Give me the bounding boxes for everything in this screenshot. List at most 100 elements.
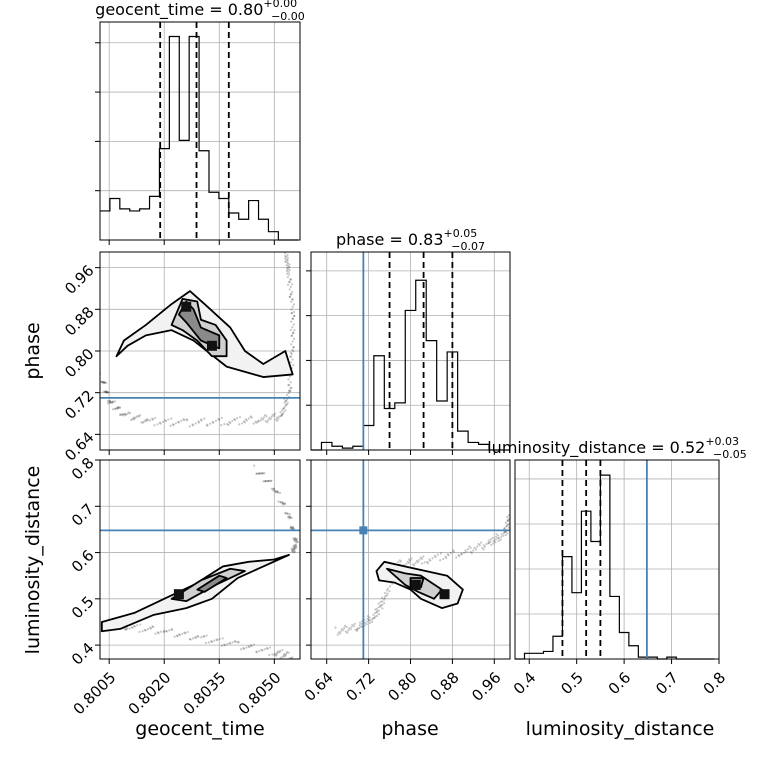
panel-geocent_time-vs-luminosity_distance-sample-point (292, 537, 295, 540)
panel-geocent_time-vs-phase-sample-point (285, 258, 288, 261)
panel-geocent_time-vs-luminosity_distance-sample-point (274, 654, 278, 657)
panel-geocent_time-vs-phase-sample-point (261, 418, 265, 421)
panel-geocent_time-vs-luminosity_distance-sample-point (236, 640, 239, 643)
panel-phase-vs-luminosity_distance-sample-point (420, 562, 424, 565)
panel-phase-vs-luminosity_distance-sample-point (491, 536, 495, 540)
panel-phase-vs-luminosity_distance-sample-point (503, 531, 506, 534)
panel-phase-vs-luminosity_distance-sample-point (505, 525, 508, 528)
panel-geocent_time-vs-phase-sample-point (132, 418, 135, 421)
panel-geocent_time-vs-luminosity_distance-sample-point (154, 632, 157, 635)
panel-geocent_time-vs-phase-sample-point (265, 415, 268, 418)
panel-phase-vs-luminosity_distance-sample-point (449, 551, 452, 555)
panel-geocent_time-vs-luminosity_distance-sample-point (282, 503, 285, 506)
panel-phase-vs-luminosity_distance-sample-point (500, 535, 503, 539)
xlabel-geocent_time: geocent_time (135, 718, 264, 740)
panel-phase-vs-luminosity_distance-sample-point (343, 626, 346, 630)
panel-phase-vs-luminosity_distance-sample-point (388, 590, 391, 593)
panel-geocent_time-vs-phase-sample-point (262, 416, 266, 419)
panel-geocent_time-vs-phase-sample-point (289, 285, 292, 288)
panel-geocent_time-vs-phase-sample-point (287, 391, 290, 395)
panel-geocent_time-vs-phase-sample-point (106, 390, 109, 393)
panel-geocent_time-vs-phase-sample-point (145, 418, 148, 421)
panel-phase-vs-luminosity_distance-sample-point (502, 531, 505, 535)
panel-phase-vs-luminosity_distance-sample-point (423, 561, 426, 564)
panel-geocent_time-vs-luminosity_distance-sample-point (293, 550, 296, 553)
panel-geocent_time-vs-phase-sample-point (100, 380, 103, 384)
panel-geocent_time-vs-luminosity_distance-sample-point (205, 634, 208, 637)
panel-geocent_time-vs-luminosity_distance-sample-point (171, 628, 174, 631)
panel-phase-vs-luminosity_distance-sample-point (500, 533, 503, 536)
panel-geocent_time-vs-phase-sample-point (111, 400, 114, 403)
panel-geocent_time-vs-phase-sample-point (276, 419, 279, 422)
panel-geocent_time-vs-phase-sample-point (285, 267, 289, 270)
hist-phase-step (311, 279, 510, 451)
panel-geocent_time-vs-luminosity_distance-sample-point (285, 652, 288, 655)
panel-geocent_time-vs-phase-sample-point (292, 350, 295, 353)
panel-geocent_time-vs-phase-density-peak (181, 301, 192, 312)
panel-geocent_time-vs-phase-sample-point (234, 418, 237, 422)
panel-geocent_time-vs-luminosity_distance-sample-point (295, 545, 298, 548)
panel-geocent_time-vs-phase-sample-point (159, 422, 162, 425)
panel-geocent_time-vs-luminosity_distance-xtick-label: 0.8005 (70, 669, 120, 719)
panel-geocent_time-vs-phase-sample-point (170, 417, 173, 420)
panel-geocent_time-vs-phase-sample-point (206, 424, 209, 427)
panel-geocent_time-vs-luminosity_distance-sample-point (266, 479, 269, 483)
panel-geocent_time-vs-luminosity_distance-sample-point (144, 629, 147, 632)
panel-phase-vs-luminosity_distance-sample-point (506, 520, 509, 523)
panel-geocent_time-vs-phase-sample-point (183, 418, 186, 422)
panel-phase-vs-luminosity_distance-sample-point (381, 600, 384, 603)
panel-geocent_time-vs-luminosity_distance-sample-point (162, 629, 166, 633)
panel-geocent_time-vs-phase-sample-point (288, 375, 292, 378)
panel-phase-vs-luminosity_distance-sample-point (504, 534, 507, 537)
panel-phase-vs-luminosity_distance-sample-point (365, 623, 368, 626)
panel-geocent_time-vs-luminosity_distance-sample-point (292, 546, 295, 549)
panel-phase-vs-luminosity_distance-sample-point (410, 557, 413, 560)
panel-geocent_time-vs-luminosity_distance-sample-point (279, 656, 282, 659)
panel-phase-vs-luminosity_distance-sample-point (380, 596, 384, 599)
panel-geocent_time-vs-luminosity_distance-sample-point (292, 527, 296, 530)
panel-phase-vs-luminosity_distance-truth-marker (359, 526, 368, 535)
panel-geocent_time-vs-phase-sample-point (164, 419, 168, 423)
panel-phase-vs-luminosity_distance-sample-point (426, 560, 429, 563)
panel-phase-vs-luminosity_distance-sample-point (479, 541, 483, 544)
panel-geocent_time-vs-luminosity_distance-sample-point (131, 626, 134, 630)
panel-geocent_time-vs-luminosity_distance-sample-point (295, 538, 298, 541)
panel-phase-vs-luminosity_distance-sample-point (504, 521, 507, 525)
panel-phase-vs-luminosity_distance-sample-point (439, 559, 442, 562)
panel-phase-vs-luminosity_distance-sample-point (342, 629, 345, 632)
panel-geocent_time-vs-luminosity_distance-sample-point (181, 632, 184, 635)
panel-geocent_time-vs-luminosity_distance-sample-point (196, 634, 199, 638)
panel-geocent_time-vs-phase-sample-point (286, 283, 290, 286)
panel-geocent_time-vs-luminosity_distance-sample-point (173, 635, 176, 638)
panel-phase-vs-luminosity_distance-sample-point (472, 549, 475, 552)
panel-geocent_time-vs-luminosity_distance-sample-point (175, 634, 178, 637)
panel-geocent_time-vs-luminosity_distance-sample-point (258, 472, 262, 475)
panel-geocent_time-vs-phase-sample-point (102, 390, 105, 393)
panel-phase-vs-luminosity_distance-sample-point (365, 620, 369, 623)
panel-geocent_time-vs-phase-sample-point (274, 418, 278, 421)
panel-phase-vs-luminosity_distance-sample-point (405, 562, 408, 566)
panel-phase-vs-luminosity_distance-sample-point (368, 619, 371, 622)
panel-geocent_time-vs-luminosity_distance-sample-point (178, 633, 181, 636)
panel-phase-vs-luminosity_distance-sample-point (507, 526, 510, 529)
panel-phase-vs-luminosity_distance-sample-point (495, 533, 498, 536)
panel-geocent_time-vs-phase-sample-point (283, 252, 287, 255)
panel-geocent_time-vs-luminosity_distance-sample-point (292, 544, 295, 547)
hist-luminosity_distance-xtick-label: 0.6 (605, 669, 635, 699)
panel-phase-vs-luminosity_distance-sample-point (388, 585, 392, 588)
panel-geocent_time-vs-phase-sample-point (107, 402, 110, 405)
panel-geocent_time-vs-phase-sample-point (290, 352, 293, 356)
panel-geocent_time-vs-phase-sample-point (243, 421, 246, 424)
panel-phase-vs-luminosity_distance-sample-point (368, 621, 372, 625)
panel-phase-vs-luminosity_distance-sample-point (485, 543, 488, 546)
panel-geocent_time-vs-phase-sample-point (236, 417, 239, 420)
panel-phase-vs-luminosity_distance-sample-point (470, 552, 473, 555)
ylabel-phase: phase (22, 322, 44, 379)
panel-geocent_time-vs-phase-sample-point (288, 268, 291, 272)
panel-geocent_time-vs-phase-sample-point (259, 419, 262, 422)
panel-phase-vs-luminosity_distance-xtick-label: 0.96 (468, 669, 504, 705)
panel-geocent_time-vs-luminosity_distance-sample-point (290, 550, 294, 553)
panel-geocent_time-vs-luminosity_distance-sample-point (123, 627, 126, 630)
panel-geocent_time-vs-phase-sample-point (119, 413, 122, 417)
panel-phase-vs-luminosity_distance-sample-point (413, 564, 416, 567)
